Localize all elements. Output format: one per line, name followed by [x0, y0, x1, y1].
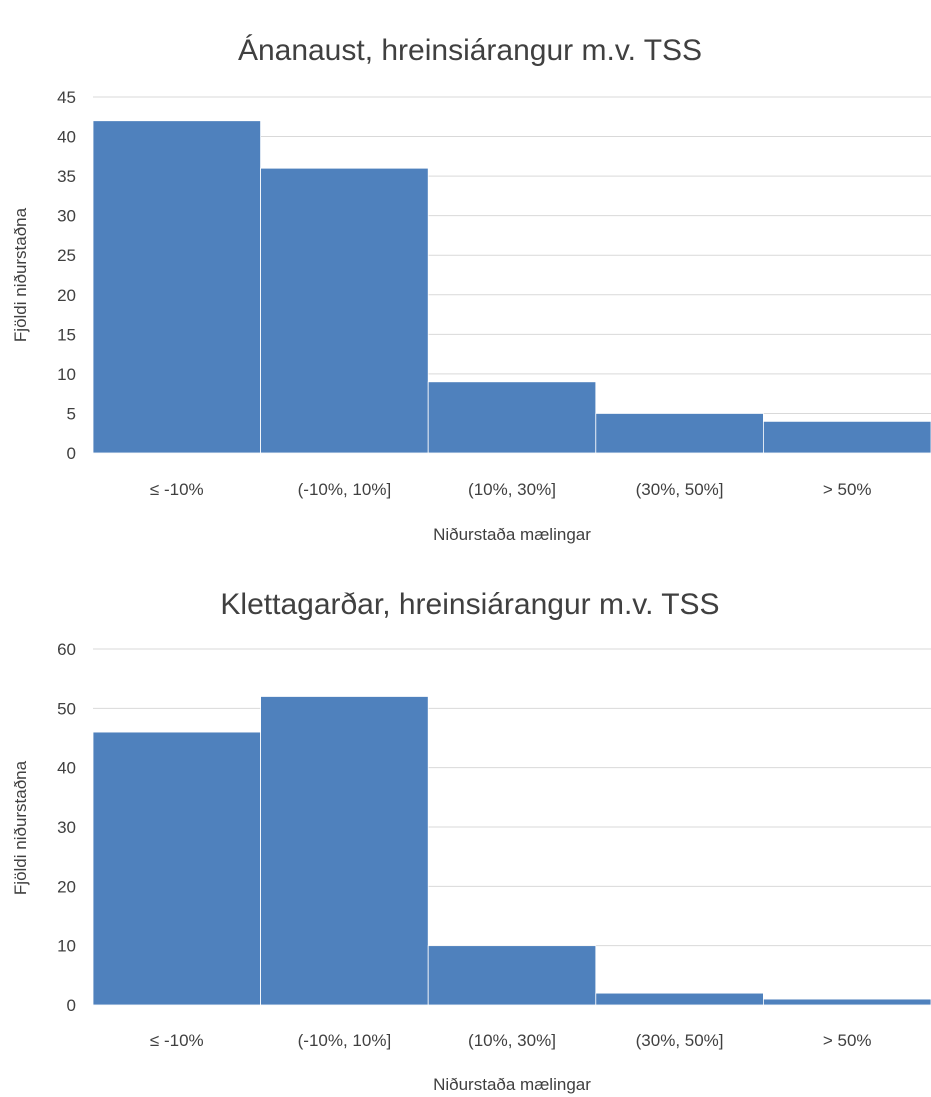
x-axis-label: Niðurstaða mælingar — [433, 525, 591, 544]
x-tick-label: (10%, 30%] — [468, 1031, 556, 1050]
bar — [595, 413, 764, 454]
bar — [92, 120, 262, 454]
y-tick-label: 10 — [57, 365, 76, 384]
y-tick-label: 20 — [57, 877, 76, 896]
bar — [92, 731, 262, 1006]
y-axis-label: Fjöldi niðurstaðna — [11, 207, 30, 342]
x-tick-label: ≤ -10% — [150, 1031, 204, 1050]
y-axis-label: Fjöldi niðurstaðna — [11, 760, 30, 895]
y-tick-label: 40 — [57, 128, 76, 147]
y-tick-label: 30 — [57, 207, 76, 226]
bar — [260, 696, 429, 1006]
bar — [260, 167, 429, 454]
y-tick-label: 20 — [57, 286, 76, 305]
y-tick-label: 60 — [57, 640, 76, 659]
y-tick-label: 45 — [57, 88, 76, 107]
y-tick-label: 5 — [67, 404, 76, 423]
y-tick-label: 15 — [57, 325, 76, 344]
y-tick-label: 30 — [57, 818, 76, 837]
x-tick-label: > 50% — [823, 1031, 872, 1050]
bar — [763, 998, 931, 1006]
x-tick-label: (-10%, 10%] — [298, 1031, 392, 1050]
x-tick-label: (-10%, 10%] — [298, 480, 392, 499]
y-tick-label: 0 — [67, 444, 76, 463]
bar — [427, 945, 597, 1006]
x-tick-label: (30%, 50%] — [636, 480, 724, 499]
y-tick-label: 40 — [57, 759, 76, 778]
y-tick-label: 35 — [57, 167, 76, 186]
bar — [763, 420, 931, 454]
x-tick-label: (10%, 30%] — [468, 480, 556, 499]
y-tick-label: 50 — [57, 699, 76, 718]
y-tick-label: 10 — [57, 937, 76, 956]
x-tick-label: (30%, 50%] — [636, 1031, 724, 1050]
bar — [427, 381, 597, 454]
x-tick-label: > 50% — [823, 480, 872, 499]
y-tick-label: 25 — [57, 246, 76, 265]
chart-title: Ánanaust, hreinsiárangur m.v. TSS — [238, 34, 702, 67]
y-tick-label: 0 — [67, 996, 76, 1015]
chart-title: Klettagarðar, hreinsiárangur m.v. TSS — [220, 588, 719, 621]
x-tick-label: ≤ -10% — [150, 480, 204, 499]
x-axis-label: Niðurstaða mælingar — [433, 1075, 591, 1094]
bar — [595, 992, 764, 1006]
